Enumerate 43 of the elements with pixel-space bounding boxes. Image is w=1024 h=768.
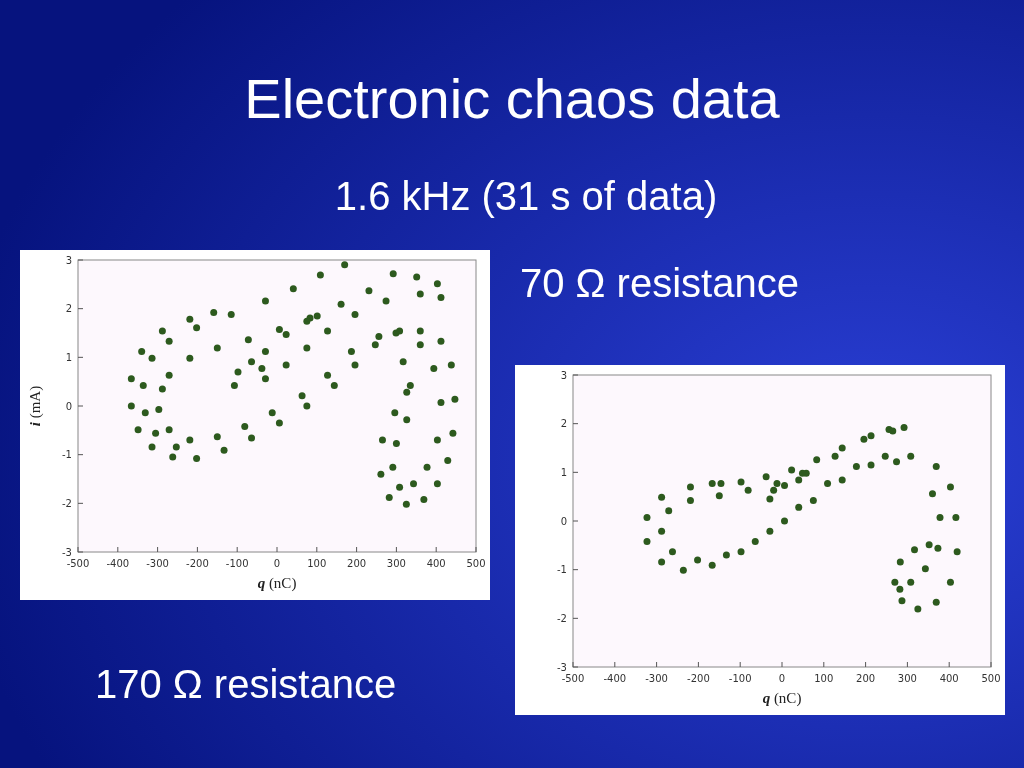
y-axis-title: i (mA): [27, 385, 44, 427]
y-tick-label: -2: [62, 497, 72, 509]
x-tick-label: -300: [645, 673, 668, 684]
y-tick-label: 3: [65, 254, 72, 266]
text: 70 Ω resistance: [520, 261, 799, 305]
x-tick-label: 200: [347, 558, 367, 569]
x-tick-label: -400: [603, 673, 627, 684]
x-tick-label: -400: [106, 558, 130, 569]
y-tick-label: 2: [65, 303, 72, 315]
x-tick-label: -100: [225, 558, 249, 569]
x-tick-label: 100: [307, 558, 327, 569]
y-tick-label: 3: [560, 369, 567, 381]
x-tick-label: 100: [814, 673, 834, 684]
x-axis-title: q (nC): [762, 690, 802, 707]
y-tick-label: 0: [560, 515, 567, 527]
y-tick-label: 1: [65, 351, 72, 363]
y-tick-label: -2: [557, 612, 567, 624]
text: 170 Ω resistance: [95, 662, 397, 706]
chart-title: Electronic chaos data: [244, 67, 781, 130]
x-tick-label: -100: [728, 673, 752, 684]
x-tick-label: -200: [687, 673, 710, 684]
y-tick-label: -1: [62, 449, 72, 461]
x-tick-label: -300: [146, 558, 169, 569]
y-tick-label: 0: [65, 400, 72, 412]
x-tick-label: 400: [939, 673, 959, 684]
x-tick-label: 0: [778, 673, 786, 684]
chart-subtitle: 1.6 kHz (31 s of data): [334, 174, 718, 218]
x-tick-label: 0: [273, 558, 281, 569]
y-tick-label: -1: [557, 564, 567, 576]
y-tick-label: 1: [560, 466, 567, 478]
x-tick-label: 200: [856, 673, 876, 684]
x-tick-label: 500: [981, 673, 1001, 684]
x-axis-title: q (nC): [257, 575, 297, 592]
x-tick-label: 300: [386, 558, 406, 569]
y-tick-label: 2: [560, 418, 567, 430]
x-tick-label: -500: [561, 673, 585, 684]
x-tick-label: 400: [426, 558, 446, 569]
x-tick-label: -200: [186, 558, 209, 569]
x-tick-label: 500: [466, 558, 486, 569]
x-tick-label: -500: [66, 558, 90, 569]
x-tick-label: 300: [897, 673, 917, 684]
y-tick-label: -3: [62, 546, 72, 558]
y-tick-label: -3: [557, 661, 567, 673]
